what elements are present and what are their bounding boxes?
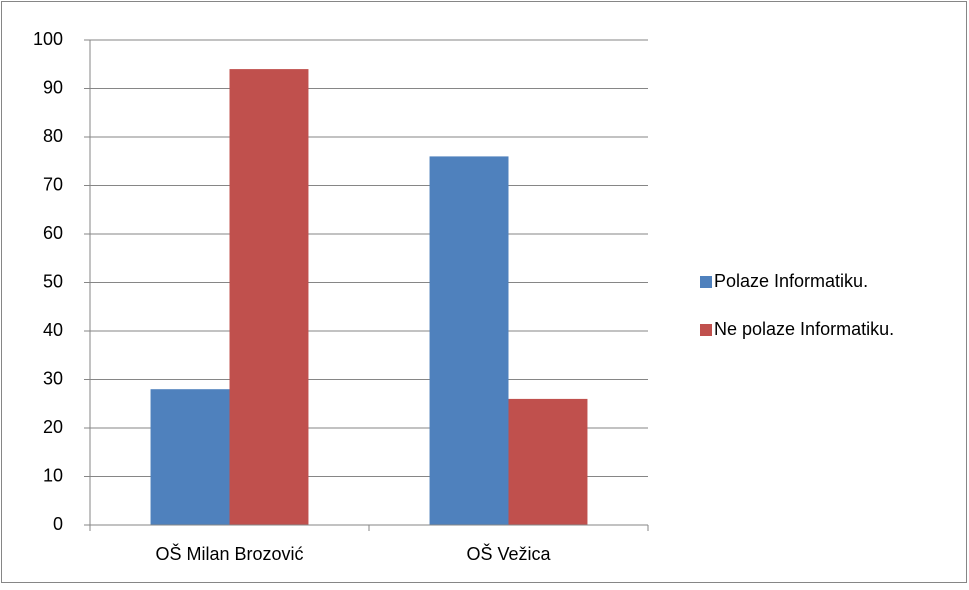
bar (508, 398, 588, 525)
x-tick-label: OŠ Milan Brozović (155, 543, 303, 564)
bar (429, 156, 509, 525)
y-tick-label: 20 (43, 417, 63, 437)
y-tick-label: 40 (43, 320, 63, 340)
bar (229, 69, 309, 525)
y-tick-label: 0 (53, 514, 63, 534)
legend-label: Ne polaze Informatiku. (714, 319, 894, 339)
y-tick-label: 10 (43, 465, 63, 485)
y-tick-label: 50 (43, 271, 63, 291)
legend-swatch (700, 324, 712, 336)
y-tick-label: 90 (43, 77, 63, 97)
y-tick-label: 100 (33, 29, 63, 49)
bar (150, 389, 230, 525)
x-tick-label: OŠ Vežica (466, 543, 551, 564)
legend-label: Polaze Informatiku. (714, 271, 868, 291)
y-tick-label: 30 (43, 368, 63, 388)
y-tick-label: 60 (43, 223, 63, 243)
y-tick-label: 80 (43, 126, 63, 146)
legend-swatch (700, 276, 712, 288)
y-tick-label: 70 (43, 174, 63, 194)
